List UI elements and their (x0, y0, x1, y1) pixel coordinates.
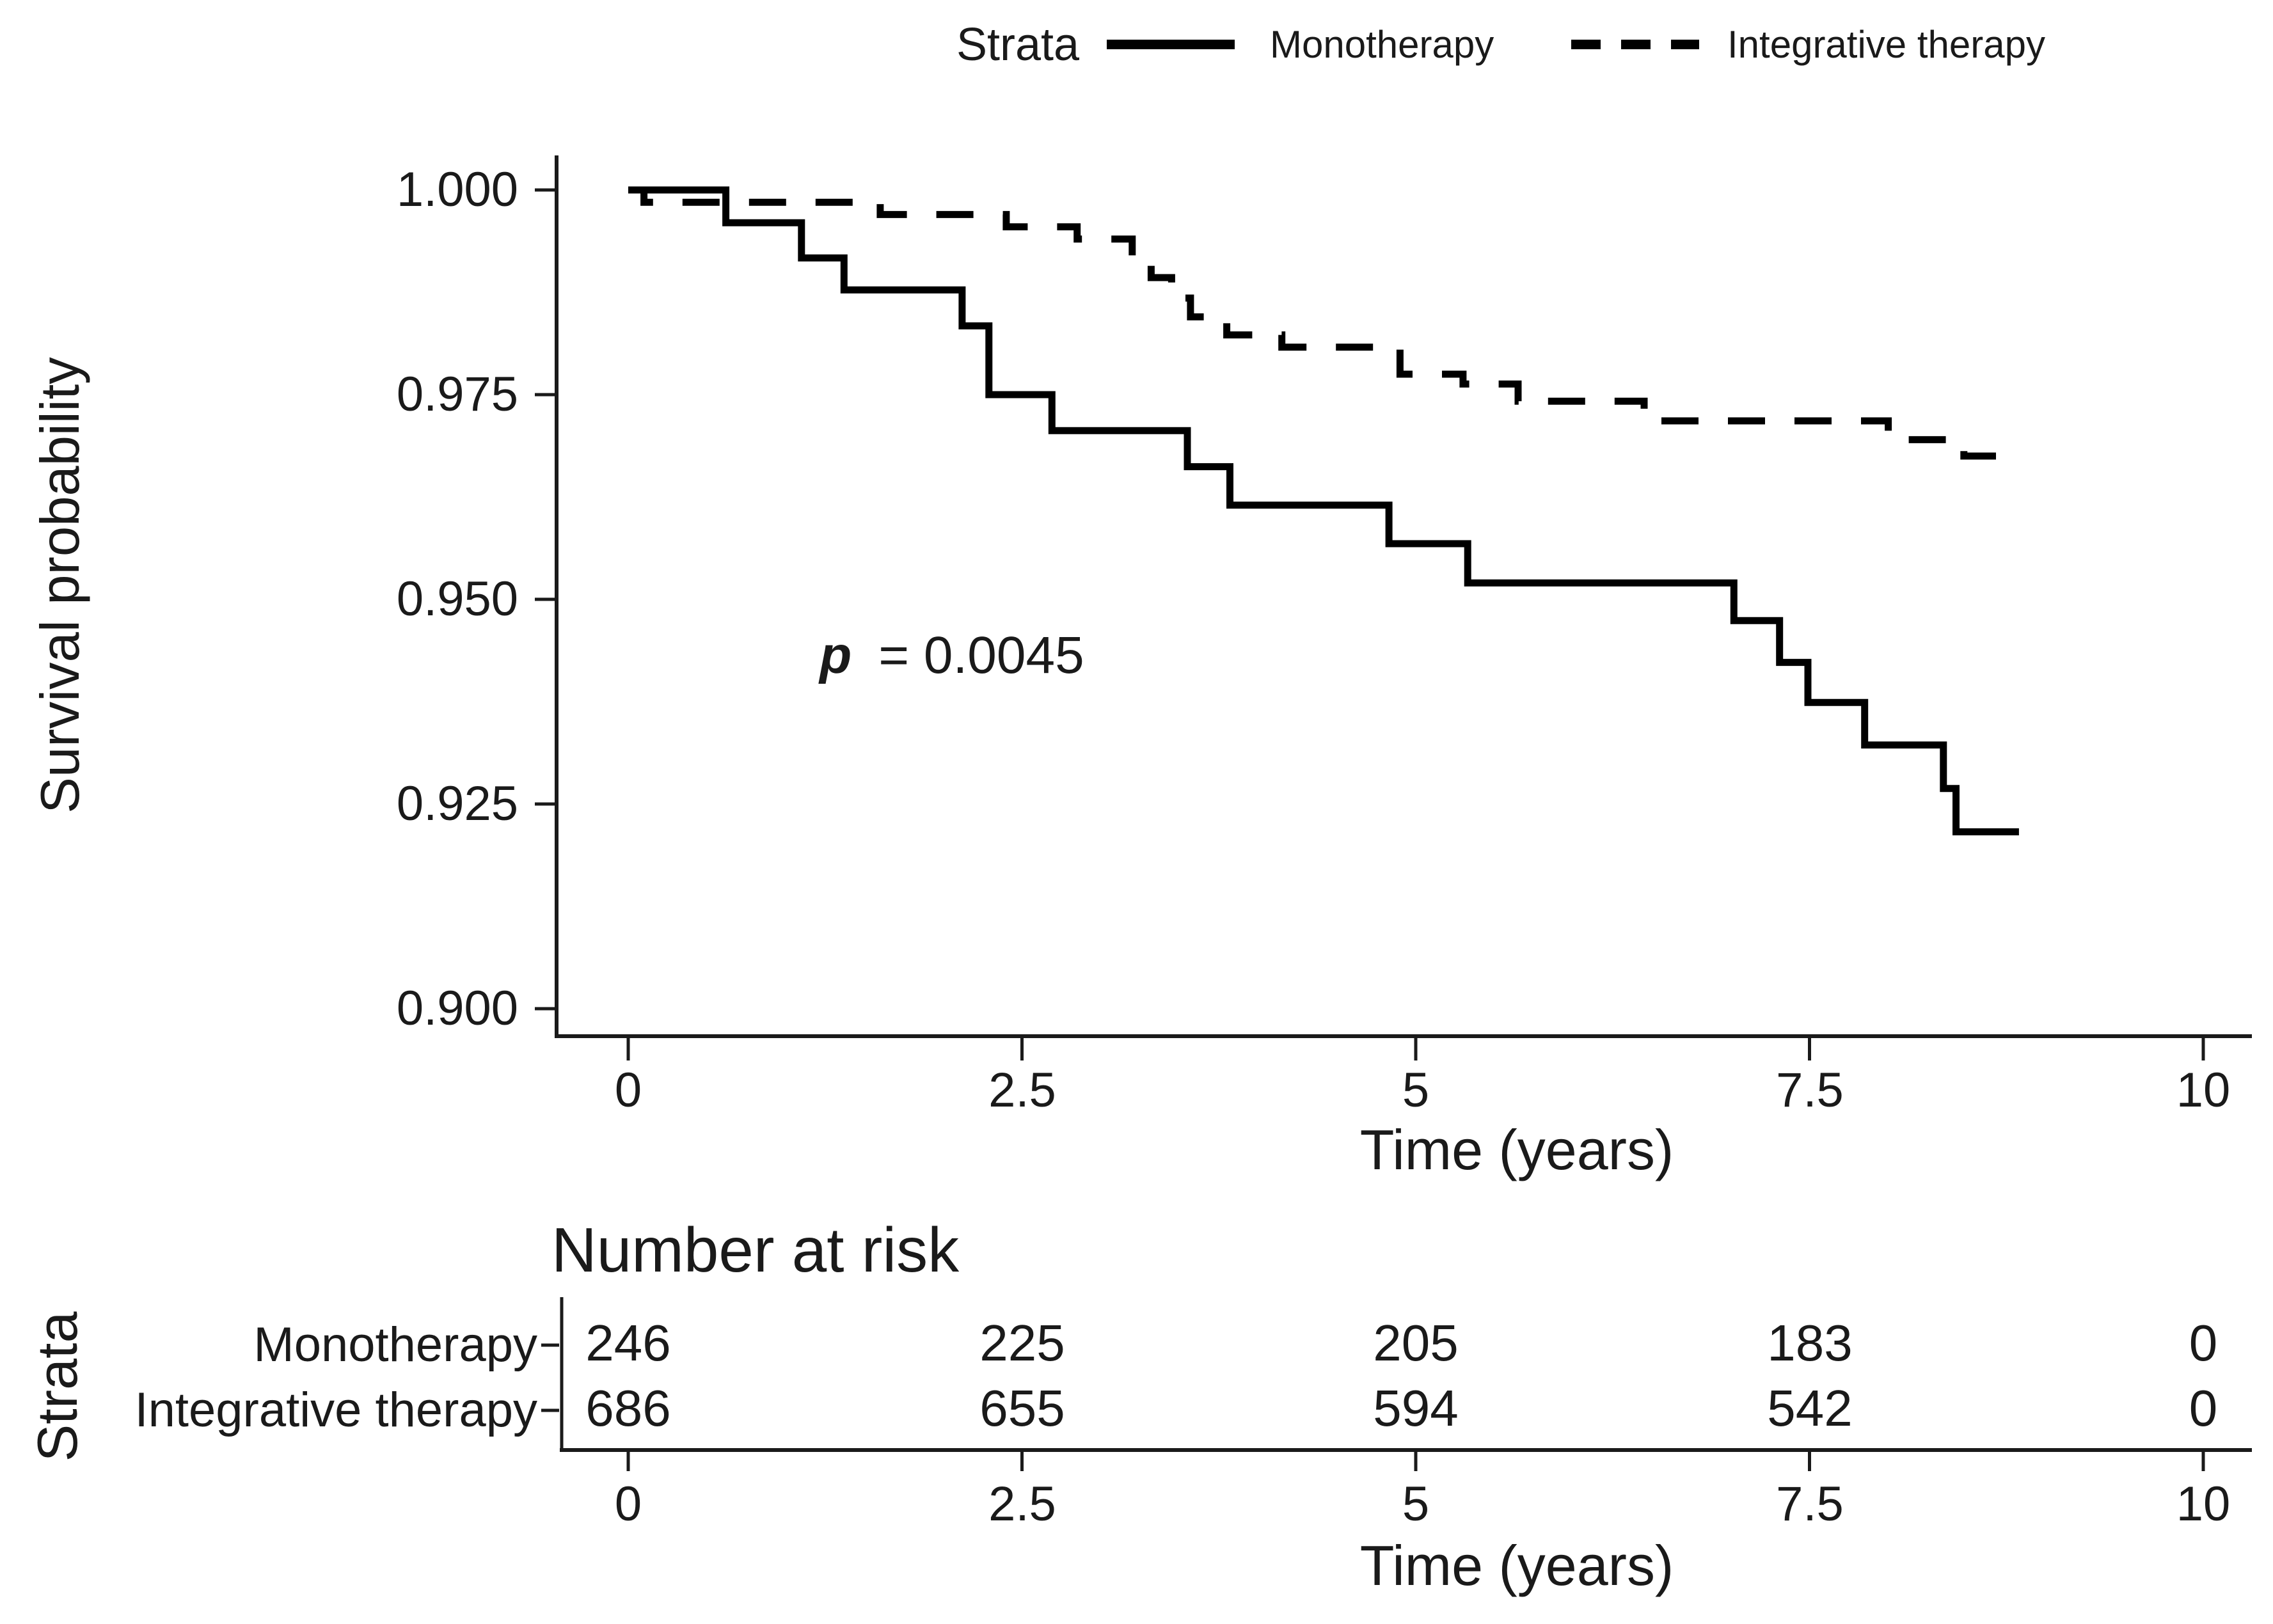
x-tick-label: 5 (1402, 1063, 1430, 1117)
y-tick-label: 0.900 (396, 981, 518, 1036)
risk-x-tick-label: 5 (1402, 1477, 1430, 1531)
legend-item-monotherapy: Monotherapy (1270, 23, 1494, 66)
survival-curve-monotherapy (628, 186, 2019, 835)
y-tick-label: 0.975 (396, 367, 518, 422)
risk-count: 0 (2189, 1314, 2218, 1371)
p-value-prefix: p (820, 626, 852, 684)
risk-x-tick-label: 10 (2176, 1477, 2231, 1531)
y-axis-title: Survival probability (30, 357, 91, 814)
risk-x-tick-label: 2.5 (988, 1477, 1056, 1531)
x-tick-label: 0 (614, 1063, 642, 1117)
risk-table-y-axis-title: Strata (26, 1311, 89, 1462)
risk-count: 655 (979, 1380, 1065, 1437)
x-tick-label: 7.5 (1776, 1063, 1844, 1117)
risk-x-axis-title: Time (years) (1359, 1534, 1674, 1597)
survival-curve-integrative-therapy (628, 186, 2022, 460)
risk-row-label-integrative-therapy: Integrative therapy (134, 1383, 538, 1437)
risk-x-tick-label: 0 (614, 1477, 642, 1531)
risk-row-label-monotherapy: Monotherapy (253, 1318, 537, 1372)
risk-count: 225 (979, 1314, 1065, 1371)
p-value-text: = 0.0045 (878, 626, 1084, 684)
y-tick-label: 0.925 (396, 777, 518, 831)
x-tick-label: 2.5 (988, 1063, 1056, 1117)
risk-count: 594 (1373, 1380, 1459, 1437)
legend-item-integrative-therapy: Integrative therapy (1727, 23, 2045, 66)
risk-count: 0 (2189, 1380, 2218, 1437)
risk-table-title: Number at risk (551, 1215, 960, 1285)
p-value-annotation: p = 0.0045 (761, 569, 1084, 742)
legend-dashed-line-swatch (1571, 40, 1699, 49)
risk-x-tick-label: 7.5 (1776, 1477, 1844, 1531)
risk-count: 246 (585, 1314, 671, 1371)
risk-count: 183 (1767, 1314, 1853, 1371)
legend-solid-line-swatch (1107, 40, 1235, 49)
risk-count: 686 (585, 1380, 671, 1437)
risk-count: 542 (1767, 1380, 1853, 1437)
y-tick-label: 1.000 (396, 162, 518, 217)
risk-count: 205 (1373, 1314, 1459, 1371)
x-axis-title: Time (years) (1359, 1118, 1674, 1181)
x-tick-label: 10 (2176, 1063, 2231, 1117)
y-tick-label: 0.950 (396, 572, 518, 626)
legend-title: Strata (956, 19, 1080, 70)
